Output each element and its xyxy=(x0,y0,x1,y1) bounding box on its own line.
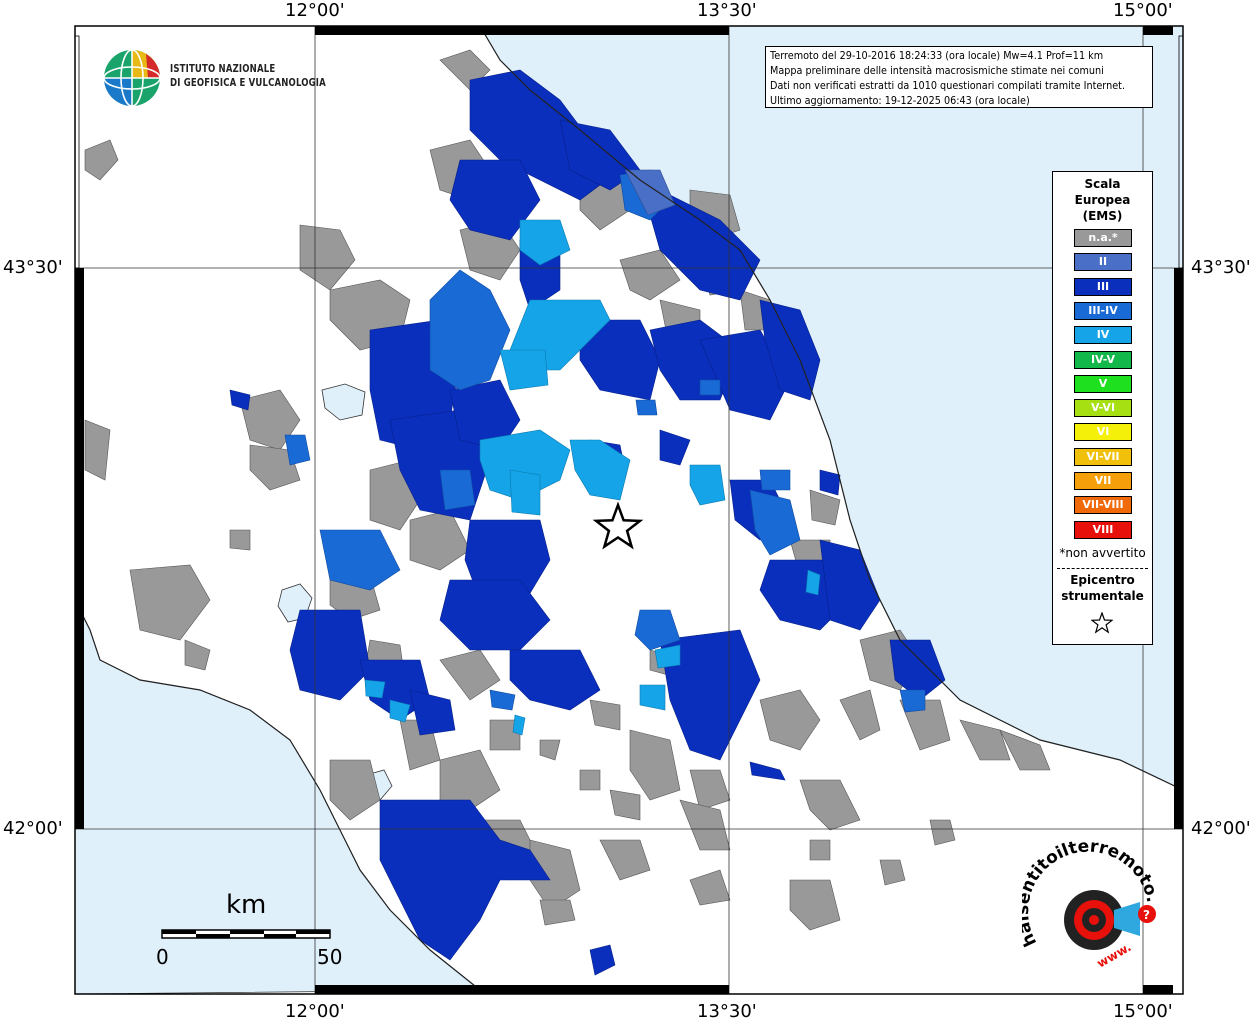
top-lon-label-3: 15°00' xyxy=(1113,0,1173,21)
legend-epicenter-line2: strumentale xyxy=(1061,589,1144,603)
scale-bar-graphic xyxy=(161,929,331,939)
scale-end: 50 xyxy=(317,945,343,969)
left-lat-label-2: 42°00' xyxy=(3,818,63,839)
legend-title-line2: Europea xyxy=(1074,193,1131,207)
legend-swatch: VII-VIII xyxy=(1074,496,1132,515)
legend-swatch: n.a.* xyxy=(1074,229,1132,247)
hsit-signal-icon xyxy=(1114,902,1140,936)
top-lon-label-2: 13°30' xyxy=(697,0,757,21)
ingv-name-line1: ISTITUTO NAZIONALE xyxy=(170,62,276,75)
epicenter-star-icon xyxy=(592,501,644,550)
legend-swatch: IV xyxy=(1074,326,1132,345)
legend-swatch: VI xyxy=(1074,423,1132,442)
legend-swatch: III xyxy=(1074,277,1132,296)
legend-swatch: IV-V xyxy=(1074,350,1132,369)
event-info-line2: Mappa preliminare delle intensità macros… xyxy=(770,65,1104,77)
legend-swatch: VII xyxy=(1074,472,1132,490)
legend-swatch: V-VI xyxy=(1074,399,1132,418)
intensity-legend: Scala Europea (EMS) n.a.* II III III-IV IV IV… xyxy=(1052,171,1153,645)
bottom-lon-label-1: 12°00' xyxy=(285,1001,345,1022)
legend-swatch: VI-VII xyxy=(1074,447,1132,466)
ingv-globe-icon xyxy=(103,49,161,107)
legend-title-line1: Scala xyxy=(1084,177,1121,191)
municipalities-intensity-iii xyxy=(229,69,946,976)
scale-unit: km xyxy=(226,890,267,920)
event-info-box: Terremoto del 29-10-2016 18:24:33 (ora l… xyxy=(765,46,1153,108)
legend-epicenter-label: Epicentro strumentale xyxy=(1053,572,1152,604)
tyrrhenian-coastline xyxy=(74,599,481,991)
top-lon-label-1: 12°00' xyxy=(285,0,345,21)
event-info-line1: Terremoto del 29-10-2016 18:24:33 (ora l… xyxy=(770,50,1104,62)
legend-title-line3: (EMS) xyxy=(1082,209,1123,223)
ingv-name: ISTITUTO NAZIONALE DI GEOFISICA E VULCAN… xyxy=(170,62,326,90)
right-lat-label-2: 42°00' xyxy=(1191,818,1251,839)
scale-bar: km 0 50 xyxy=(150,890,360,980)
hsit-badge-text: ? xyxy=(1143,908,1150,922)
legend-swatch: II xyxy=(1074,253,1132,272)
adriatic-coastline xyxy=(479,25,1184,791)
scale-start: 0 xyxy=(156,945,169,969)
legend-epicenter-line1: Epicentro xyxy=(1070,573,1135,587)
legend-swatch: VIII xyxy=(1074,520,1132,539)
legend-title: Scala Europea (EMS) xyxy=(1053,176,1152,224)
legend-swatch: V xyxy=(1074,374,1132,393)
ingv-logo: ISTITUTO NAZIONALE DI GEOFISICA E VULCAN… xyxy=(102,48,332,108)
lake-trasimeno xyxy=(321,383,366,421)
ingv-name-line2: DI GEOFISICA E VULCANOLOGIA xyxy=(170,76,326,89)
event-info-line3: Dati non verificati estratti da 1010 que… xyxy=(770,80,1126,92)
hsit-logo: haisentitoilterremoto.it ? www. xyxy=(1022,840,1162,971)
municipalities-intensity-iv xyxy=(364,219,821,736)
municipalities-intensity-ii xyxy=(624,169,676,216)
left-lat-label-1: 43°30' xyxy=(3,257,63,278)
event-info-line4: Ultimo aggiornamento: 19-12-2025 06:43 (… xyxy=(770,95,1030,107)
legend-swatch: III-IV xyxy=(1074,301,1132,320)
hsit-question-badge xyxy=(1138,905,1156,923)
legend-star-icon xyxy=(1091,612,1113,634)
right-lat-label-1: 43°30' xyxy=(1191,257,1251,278)
bottom-lon-label-3: 15°00' xyxy=(1113,1001,1173,1022)
legend-note: *non avvertito xyxy=(1059,546,1146,560)
map-frame xyxy=(74,25,1184,995)
legend-separator xyxy=(1057,568,1148,569)
bottom-lon-label-2: 13°30' xyxy=(697,1001,757,1022)
